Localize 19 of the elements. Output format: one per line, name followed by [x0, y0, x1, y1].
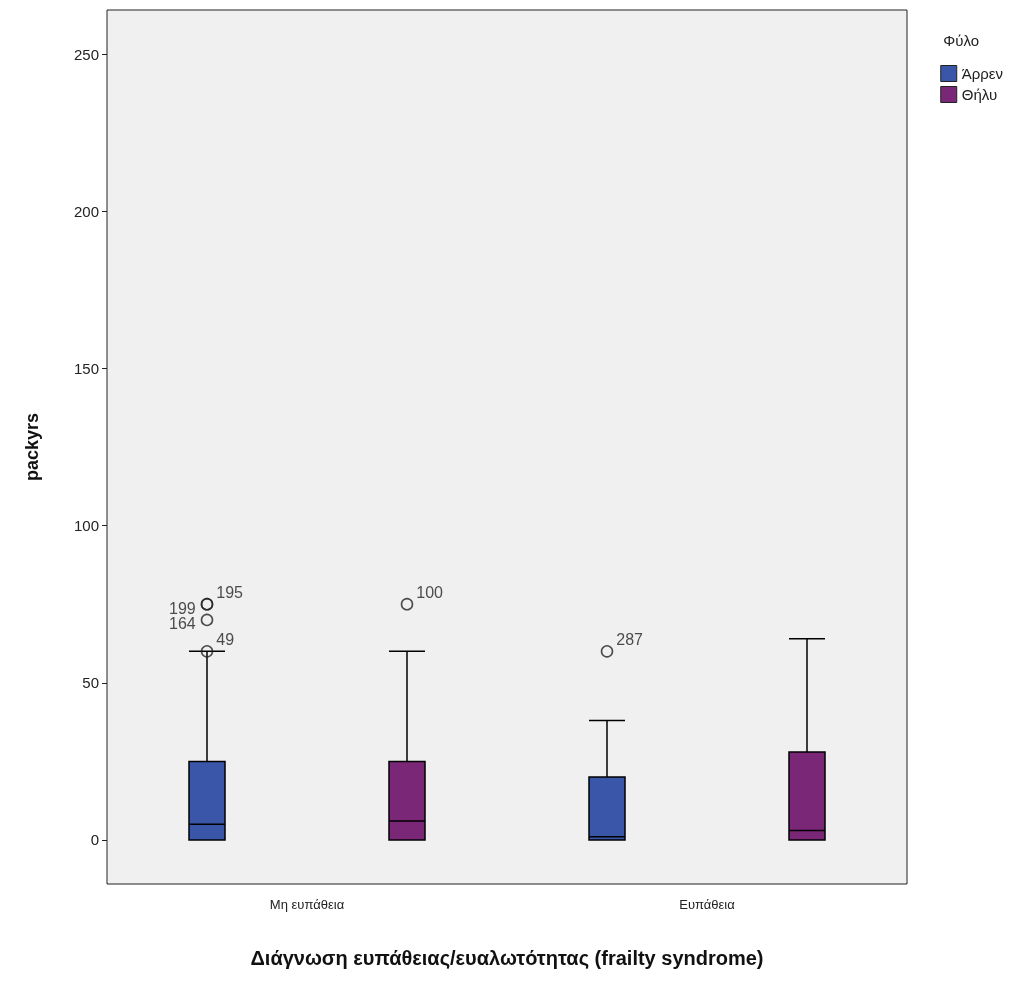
annotation: 100 [416, 583, 444, 601]
legend-label: Θήλυ [961, 86, 998, 103]
x-axis-title: Διάγνωση ευπάθειας/ευαλωτότητας (frailty syndrome) [250, 947, 764, 969]
annotation: 287 [616, 630, 644, 648]
y-tick-label: 0 [90, 831, 99, 849]
y-tick-label: 150 [73, 359, 99, 377]
x-tick-label: Μη ευπάθεια [269, 897, 345, 912]
legend-label: Άρρεν [961, 65, 1003, 82]
legend-title: Φύλο [943, 32, 980, 49]
x-tick-label: Ευπάθεια [679, 897, 736, 912]
y-tick-label: 100 [73, 517, 99, 535]
y-tick-label: 250 [73, 45, 99, 63]
y-tick-label: 50 [82, 674, 99, 692]
annotation: 49 [216, 630, 235, 648]
annotation: 199 [169, 599, 196, 617]
y-tick-label: 200 [73, 202, 99, 220]
y-axis-title: packyrs [22, 412, 42, 482]
annotation: 195 [216, 583, 244, 601]
annotation: 164 [169, 615, 196, 633]
